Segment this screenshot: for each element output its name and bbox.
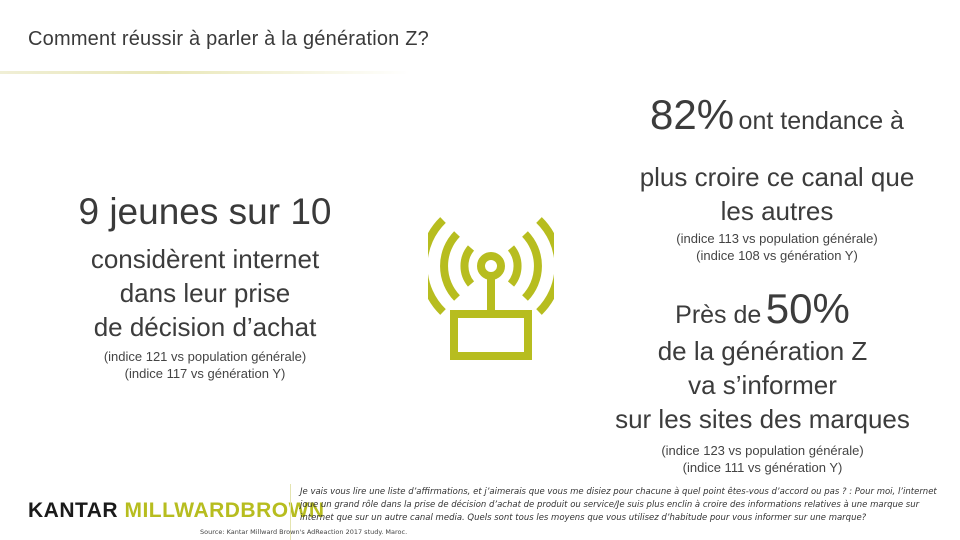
footer-divider [290, 484, 291, 540]
logo-millwardbrown-text: MILLWARDBROWN [124, 499, 325, 522]
left-stat: 9 jeunes sur 10 [78, 191, 332, 232]
right-bottom-line-2: va s’informer [688, 370, 837, 400]
source-note: Source: Kantar Millward Brown's AdReacti… [200, 528, 408, 536]
left-line-3: de décision d’achat [93, 312, 317, 342]
right-top-stat-line: 82% ont tendance à [592, 90, 960, 140]
left-stat-block: 9 jeunes sur 10 considèrent internet dan… [40, 190, 370, 382]
antenna-icon [419, 190, 563, 370]
right-bottom-index-2: (indice 111 vs génération Y) [682, 460, 843, 475]
right-bottom-stat-line: Près de 50% [590, 284, 935, 334]
right-top-index-2: (indice 108 vs génération Y) [696, 248, 858, 263]
right-bottom-prefix: Près de [675, 301, 762, 329]
logo-kantar-text: KANTAR [28, 499, 119, 522]
right-top-line-1: plus croire ce canal que [639, 162, 915, 192]
right-top-line-2: les autres [720, 196, 834, 226]
right-bottom-number: 50% [765, 285, 850, 332]
left-index-2: (indice 117 vs génération Y) [124, 366, 286, 381]
left-line-1: considèrent internet [90, 244, 320, 274]
right-top-index-1: (indice 113 vs population générale) [676, 231, 878, 246]
title-underline [0, 71, 410, 74]
right-bottom-stat-block: Près de 50% de la génération Z va s’info… [590, 284, 935, 476]
left-index-1: (indice 121 vs population générale) [103, 349, 307, 364]
left-line-2: dans leur prise [119, 278, 291, 308]
right-bottom-index-1: (indice 123 vs population générale) [661, 443, 864, 458]
right-bottom-line-1: de la génération Z [657, 336, 868, 366]
right-top-number-suffix: ont tendance à [738, 107, 904, 135]
survey-question-note: Je vais vous lire une liste d’affirmatio… [300, 487, 937, 523]
kantar-millward-brown-logo: KANTAR MILLWARDBROWN [28, 499, 325, 523]
right-top-number: 82% [650, 91, 735, 138]
right-top-stat-block: 82% ont tendance à plus croire ce canal … [592, 90, 960, 264]
slide-title: Comment réussir à parler à la génération… [28, 28, 430, 50]
right-bottom-line-3: sur les sites des marques [615, 404, 910, 434]
